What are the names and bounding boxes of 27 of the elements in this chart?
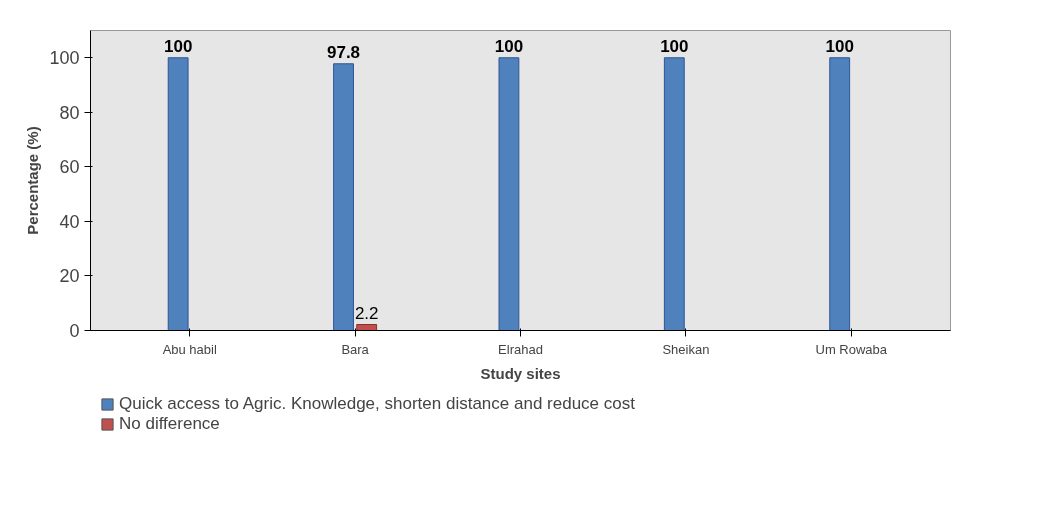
bar — [498, 57, 520, 331]
legend-label: No difference — [119, 414, 220, 434]
data-label: 2.2 — [354, 303, 379, 323]
data-label: 100 — [660, 36, 689, 56]
x-tick-label: Sheikan — [662, 341, 710, 357]
bar — [167, 57, 189, 331]
y-axis-title: Percentage (%) — [24, 126, 42, 235]
y-tick-label: 40 — [59, 211, 80, 232]
x-tick-label: Bara — [341, 341, 370, 357]
x-axis-title: Study sites — [480, 364, 561, 382]
y-tick-label: 20 — [59, 266, 80, 287]
data-label: 97.8 — [326, 42, 361, 62]
y-tick-label: 0 — [69, 321, 80, 341]
y-tick-label: 60 — [59, 157, 80, 178]
data-label: 100 — [825, 36, 854, 56]
x-tick-label: Um Rowaba — [815, 341, 888, 357]
data-label: 100 — [163, 36, 193, 56]
legend-label: Quick access to Agric. Knowledge, shorten distance and reduce cost — [119, 394, 635, 414]
bar — [356, 324, 378, 331]
x-tick-label: Abu habil — [162, 341, 217, 357]
y-tick-label: 100 — [49, 48, 80, 69]
bar — [663, 57, 685, 331]
bar — [829, 57, 851, 331]
y-tick-label: 80 — [59, 102, 80, 123]
data-label: 100 — [494, 36, 524, 56]
x-tick-label: Elrahad — [498, 341, 543, 357]
bar — [333, 63, 354, 331]
